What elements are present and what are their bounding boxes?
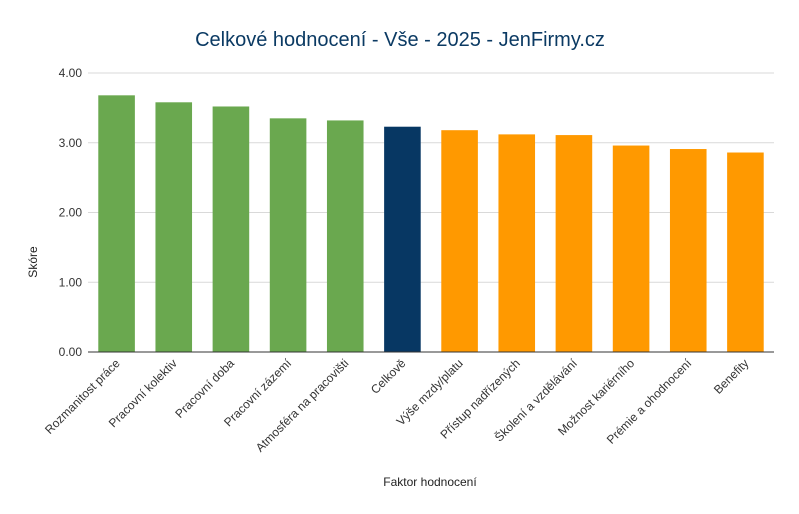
chart-title: Celkové hodnocení - Vše - 2025 - JenFirm… xyxy=(195,29,605,51)
x-category-label: Celkově xyxy=(368,356,409,397)
y-tick-label: 2.00 xyxy=(59,206,83,220)
bar xyxy=(612,145,650,352)
x-category-label: Atmosféra na pracovišti xyxy=(253,356,352,455)
bar xyxy=(498,134,536,352)
x-category-label: Benefity xyxy=(711,356,752,397)
x-category-label: Pracovní doba xyxy=(172,356,237,421)
bar xyxy=(155,102,193,352)
bar xyxy=(384,126,421,353)
y-axis-title: Skóre xyxy=(26,246,40,278)
bar xyxy=(727,152,764,352)
y-tick-label: 1.00 xyxy=(59,275,83,289)
grid-lines xyxy=(88,72,774,283)
bar xyxy=(269,118,307,353)
bars xyxy=(98,95,764,353)
bar xyxy=(555,135,593,352)
bar xyxy=(98,95,135,352)
bar xyxy=(441,130,478,352)
y-axis-ticks: 0.00 1.00 2.00 3.00 4.00 xyxy=(59,66,83,359)
y-tick-label: 0.00 xyxy=(59,345,83,359)
bar xyxy=(326,120,364,353)
x-axis-title: Faktor hodnocení xyxy=(383,475,477,489)
y-tick-label: 4.00 xyxy=(59,66,83,80)
y-tick-label: 3.00 xyxy=(59,136,83,150)
bar xyxy=(669,149,707,352)
bar xyxy=(212,106,250,352)
